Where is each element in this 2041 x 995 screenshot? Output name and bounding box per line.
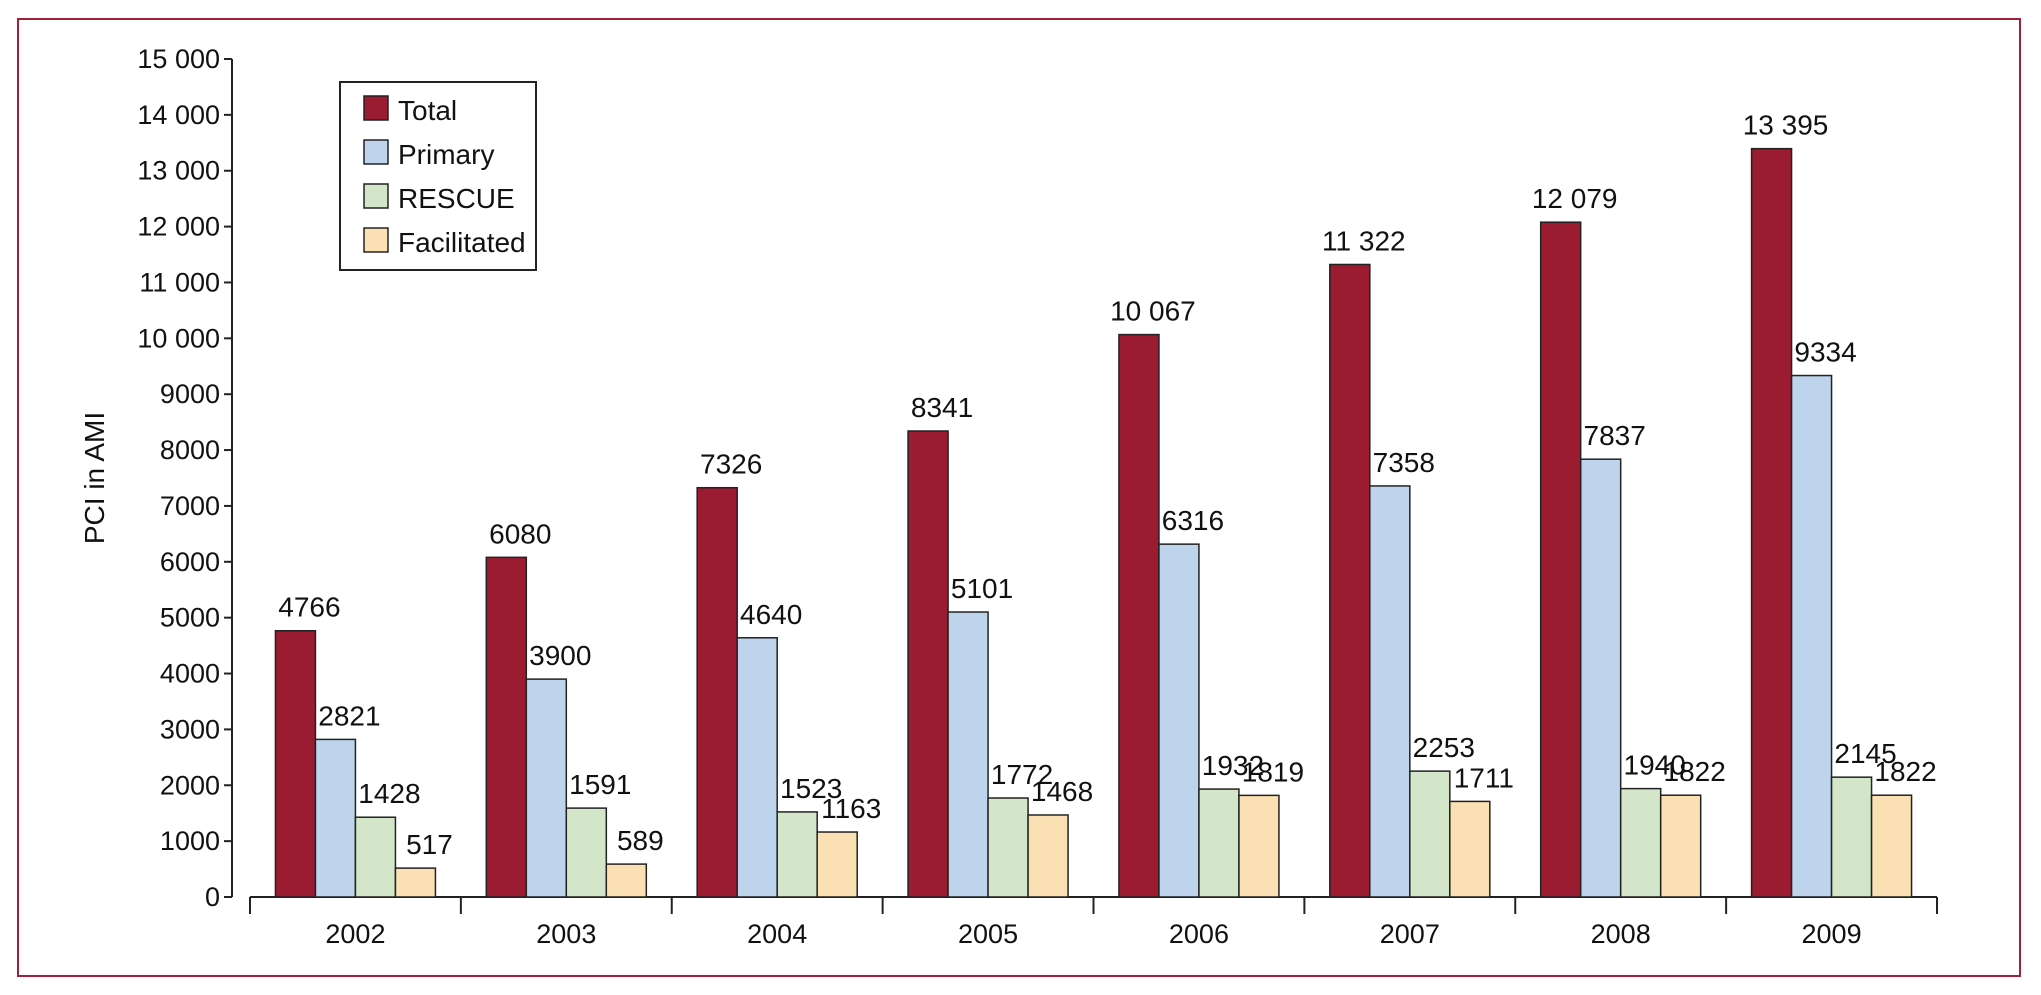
bar-total-2008: [1539, 221, 1582, 898]
data-label-total-2009: 13 395: [1743, 110, 1829, 141]
legend-label-facilitated: Facilitated: [398, 227, 526, 258]
bar-facilitated-2002: [394, 867, 437, 898]
y-tick-label: 4000: [160, 659, 220, 689]
bar-total-2007: [1329, 263, 1371, 898]
data-label-rescue-2009: 2145: [1834, 738, 1896, 769]
legend-label-total: Total: [398, 95, 457, 126]
data-label-primary-2008: 7837: [1584, 420, 1646, 451]
y-axis-title: PCI in AMI: [79, 412, 110, 544]
x-tick-label: 2002: [325, 919, 385, 949]
y-tick-label: 15 000: [137, 44, 220, 74]
data-label-rescue-2007: 2253: [1413, 732, 1475, 763]
y-tick-label: 10 000: [137, 323, 220, 353]
y-tick-label: 5000: [160, 603, 220, 633]
data-label-rescue-2008: 1940: [1624, 750, 1686, 781]
bar-rescue-2002: [354, 816, 397, 898]
bar-rescue-2007: [1409, 770, 1451, 898]
data-label-facilitated-2004: 1163: [821, 793, 881, 824]
bar-facilitated-2009: [1870, 794, 1913, 898]
bar-primary-2009: [1790, 374, 1833, 898]
y-tick-label: 13 000: [137, 156, 220, 186]
bar-primary-2005: [947, 611, 989, 898]
data-label-facilitated-2005: 1468: [1031, 776, 1093, 807]
x-tick-label: 2006: [1169, 919, 1229, 949]
y-tick-label: 14 000: [137, 100, 220, 130]
data-label-rescue-2002: 1428: [358, 778, 420, 809]
bar-facilitated-2005: [1027, 814, 1069, 898]
y-tick-label: 0: [205, 882, 220, 912]
data-label-primary-2009: 9334: [1794, 337, 1856, 368]
data-label-total-2002: 4766: [278, 592, 340, 623]
bar-total-2009: [1750, 147, 1793, 898]
x-tick-label: 2003: [536, 919, 596, 949]
bar-facilitated-2008: [1659, 794, 1702, 898]
data-label-primary-2007: 7358: [1373, 447, 1435, 478]
data-label-rescue-2006: 1932: [1202, 750, 1264, 781]
data-label-facilitated-2007: 1711: [1454, 762, 1514, 793]
x-tick-label: 2009: [1802, 919, 1862, 949]
y-tick-label: 6000: [160, 547, 220, 577]
bar-rescue-2008: [1619, 787, 1662, 898]
bar-total-2004: [696, 486, 738, 898]
data-label-primary-2002: 2821: [318, 700, 380, 731]
data-label-primary-2005: 5101: [951, 573, 1013, 604]
bar-rescue-2009: [1830, 776, 1873, 898]
y-tick-label: 11 000: [139, 267, 220, 297]
bar-rescue-2006: [1198, 788, 1240, 898]
legend-swatch-rescue: [363, 183, 389, 209]
bar-rescue-2004: [776, 811, 818, 898]
data-label-primary-2004: 4640: [740, 599, 802, 630]
data-label-total-2003: 6080: [489, 518, 551, 549]
bar-facilitated-2006: [1238, 794, 1280, 898]
bar-facilitated-2004: [816, 831, 858, 898]
bar-primary-2007: [1369, 485, 1411, 898]
data-label-total-2004: 7326: [700, 449, 762, 480]
y-tick-label: 3000: [160, 714, 220, 744]
bar-total-2002: [274, 629, 317, 898]
legend-label-rescue: RESCUE: [398, 183, 515, 214]
data-label-facilitated-2008: 1822: [1664, 756, 1726, 787]
data-label-facilitated-2009: 1822: [1874, 756, 1936, 787]
data-label-total-2006: 10 067: [1110, 296, 1196, 327]
data-label-rescue-2005: 1772: [991, 759, 1053, 790]
bar-primary-2006: [1158, 543, 1200, 898]
y-tick-label: 12 000: [137, 212, 220, 242]
bar-rescue-2005: [987, 797, 1029, 898]
data-label-facilitated-2006: 1819: [1242, 756, 1304, 787]
data-label-total-2008: 12 079: [1532, 183, 1618, 214]
bar-total-2006: [1118, 333, 1160, 898]
bar-primary-2002: [314, 738, 357, 898]
x-tick-label: 2008: [1591, 919, 1651, 949]
data-label-total-2007: 11 322: [1322, 225, 1406, 256]
bar-facilitated-2007: [1449, 800, 1491, 898]
legend-label-primary: Primary: [398, 139, 494, 170]
data-label-facilitated-2003: 589: [617, 825, 664, 856]
data-label-primary-2003: 3900: [529, 640, 591, 671]
x-tick-label: 2005: [958, 919, 1018, 949]
data-label-primary-2006: 6316: [1162, 505, 1224, 536]
data-label-rescue-2004: 1523: [780, 773, 842, 804]
y-tick-label: 7000: [160, 491, 220, 521]
legend-swatch-facilitated: [363, 227, 389, 253]
y-tick-label: 9000: [160, 379, 220, 409]
y-tick-label: 1000: [160, 826, 220, 856]
bar-primary-2008: [1579, 458, 1622, 898]
bar-primary-2003: [525, 678, 568, 898]
bar-facilitated-2003: [605, 863, 648, 898]
bar-rescue-2003: [565, 807, 608, 898]
x-tick-label: 2004: [747, 919, 807, 949]
y-tick-label: 2000: [160, 770, 220, 800]
data-label-total-2005: 8341: [911, 392, 973, 423]
legend-swatch-primary: [363, 139, 389, 165]
data-label-facilitated-2002: 517: [406, 829, 453, 860]
bar-total-2005: [907, 430, 949, 898]
y-tick-label: 8000: [160, 435, 220, 465]
bar-total-2003: [485, 556, 528, 898]
bar-primary-2004: [736, 637, 778, 898]
legend-swatch-total: [363, 95, 389, 121]
data-label-rescue-2003: 1591: [569, 769, 631, 800]
x-tick-label: 2007: [1380, 919, 1440, 949]
